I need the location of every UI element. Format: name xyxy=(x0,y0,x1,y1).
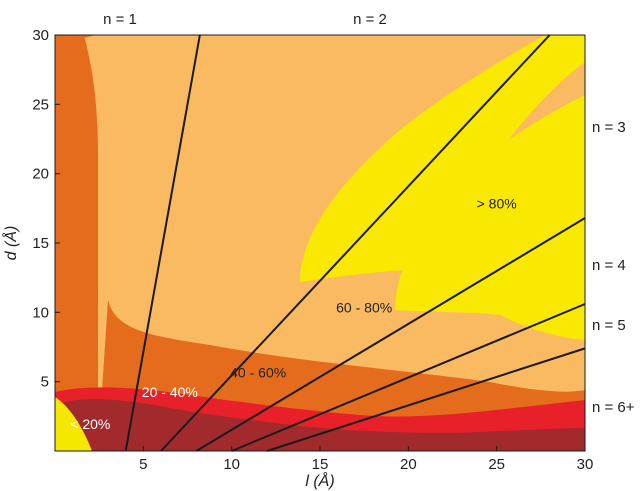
x-tick-label: 30 xyxy=(577,456,594,473)
x-axis-ticks: 5 10 15 20 25 30 xyxy=(139,446,593,473)
region-gt80-lower-fill xyxy=(395,95,585,340)
y-axis-ticks: 5 10 15 20 25 30 xyxy=(32,27,60,391)
region-label: 40 - 60% xyxy=(230,365,286,381)
region-corner-fill xyxy=(55,35,95,46)
boundary-line-n3 xyxy=(195,217,586,452)
n-label-2: n = 2 xyxy=(353,11,387,28)
y-axis-label: d (Å) xyxy=(1,226,20,261)
y-tick-label: 10 xyxy=(32,304,49,321)
x-tick-label: 25 xyxy=(488,456,505,473)
region-label: < 20% xyxy=(70,416,110,432)
n-label-5: n = 5 xyxy=(592,317,626,334)
region-lt20-fill xyxy=(55,397,92,451)
region-label: 20 - 40% xyxy=(142,384,198,400)
n-label-6plus: n = 6+ xyxy=(592,399,635,416)
boundary-line-n5 xyxy=(266,347,586,452)
x-axis-label: l (Å) xyxy=(305,471,334,490)
boundary-line-n1 xyxy=(124,34,201,452)
region-label: > 80% xyxy=(477,195,517,211)
n-label-4: n = 4 xyxy=(592,257,626,274)
n-boundary-lines xyxy=(124,34,586,452)
contour-fills xyxy=(55,35,585,451)
region-gt80-upper-fill xyxy=(300,35,585,282)
x-tick-label: 15 xyxy=(312,456,329,473)
y-tick-label: 20 xyxy=(32,166,49,183)
y-tick-label: 15 xyxy=(32,235,49,252)
boundary-line-n2 xyxy=(160,34,551,452)
y-tick-label: 5 xyxy=(41,374,49,391)
n-label-3: n = 3 xyxy=(592,119,626,136)
y-tick-label: 30 xyxy=(32,27,49,44)
n-label-1: n = 1 xyxy=(103,11,137,28)
region-label: 60 - 80% xyxy=(336,299,392,315)
x-tick-label: 10 xyxy=(223,456,240,473)
region-20-40-fill xyxy=(55,399,585,451)
boundary-line-n4 xyxy=(231,303,586,452)
x-tick-label: 5 xyxy=(139,456,147,473)
x-tick-label: 20 xyxy=(400,456,417,473)
y-tick-label: 25 xyxy=(32,96,49,113)
region-labels: < 20% 20 - 40% 40 - 60% 60 - 80% > 80% xyxy=(70,195,516,431)
